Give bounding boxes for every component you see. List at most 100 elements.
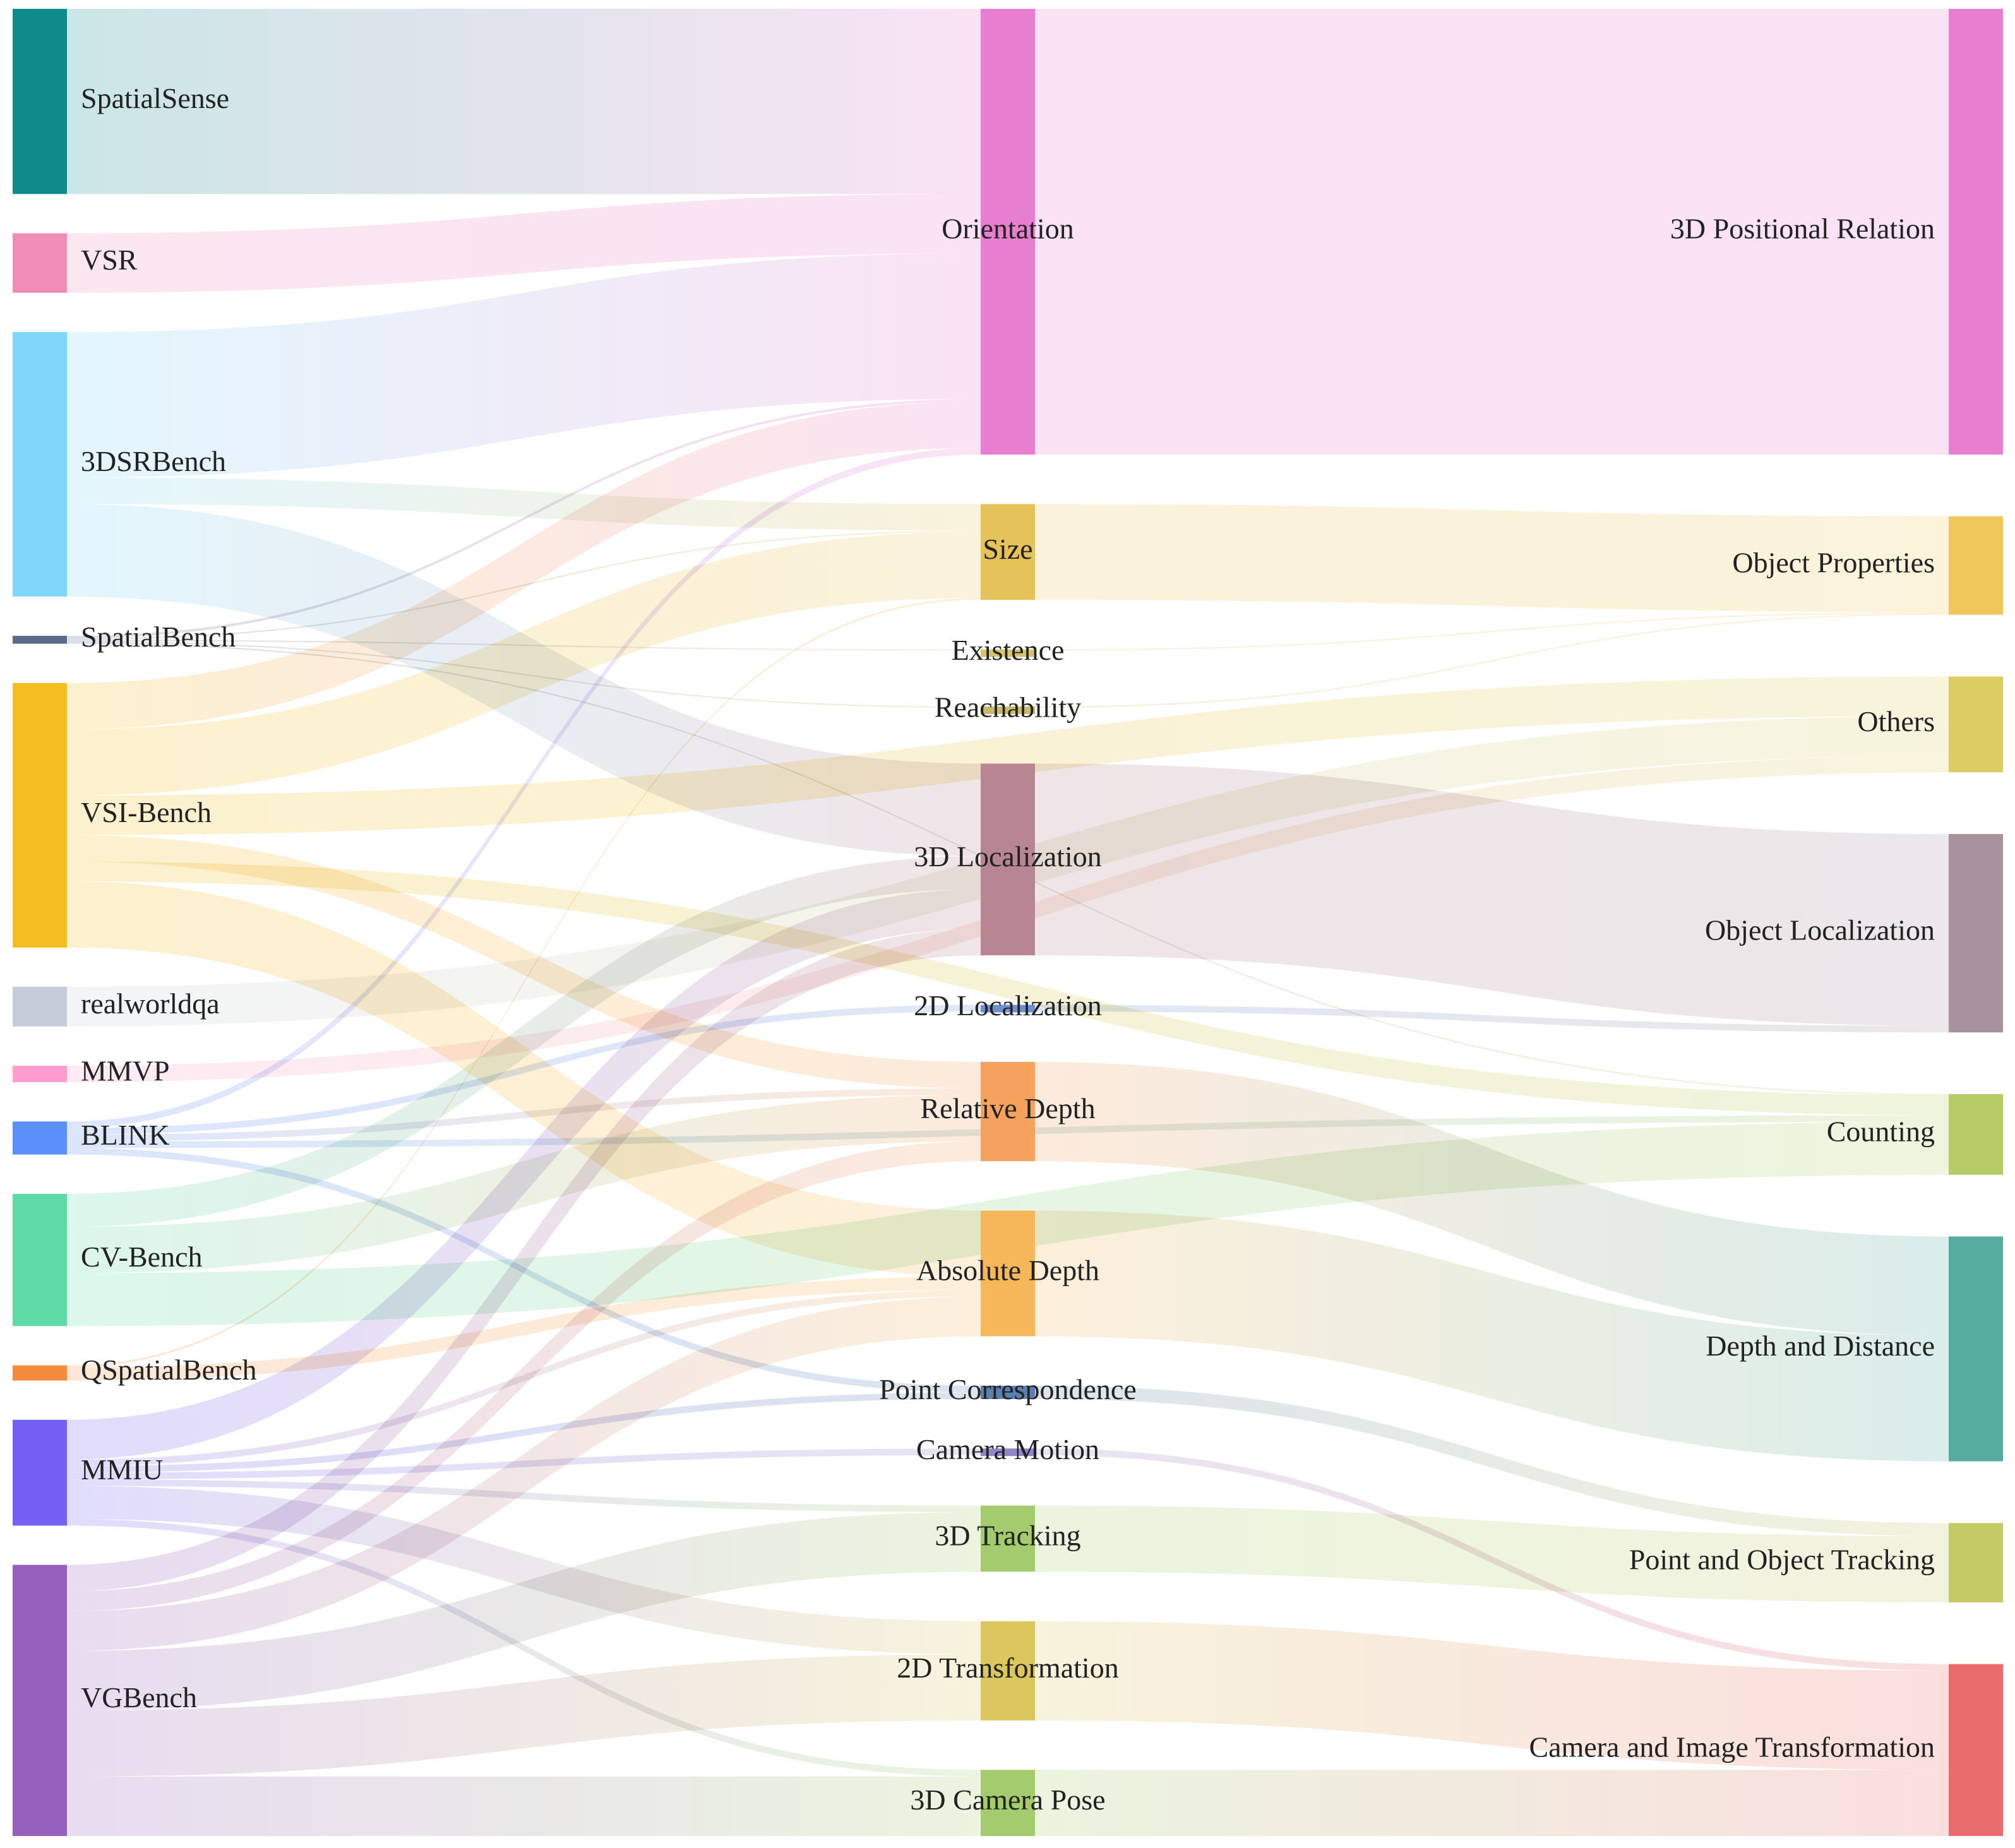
link-blink-to-orientation bbox=[67, 448, 981, 1128]
node-3d-positional-relation[interactable] bbox=[1949, 9, 2003, 455]
labels-layer: SpatialSense VSR 3DSRBench SpatialBench VSI-… bbox=[81, 82, 1935, 1816]
node-spatialbench[interactable] bbox=[13, 636, 67, 644]
node-label-3d-camera-pose: 3D Camera Pose bbox=[910, 1784, 1105, 1816]
link-vgbench-to-absolute-depth bbox=[67, 1296, 981, 1651]
link-blink-to-relative-depth bbox=[67, 1088, 981, 1142]
node-absolute-depth[interactable] bbox=[981, 1210, 1035, 1337]
link-vgbench-to-3d-localization bbox=[67, 929, 981, 1592]
node-realworldqa[interactable] bbox=[13, 986, 67, 1027]
link-vgbench-to-3d-camera-pose bbox=[67, 1776, 981, 1836]
link-qspatialbench-to-size bbox=[67, 598, 981, 1368]
link-2d-transformation-to-camera-and-image-transformation bbox=[1035, 1621, 1949, 1770]
link-vgbench-to-relative-depth bbox=[67, 1141, 981, 1611]
node-label-reachability: Reachability bbox=[935, 691, 1081, 724]
node-object-localization[interactable] bbox=[1949, 834, 2003, 1033]
node-label-3d-tracking: 3D Tracking bbox=[935, 1520, 1080, 1552]
node-spatialsense[interactable] bbox=[13, 9, 67, 194]
link-relative-depth-to-depth-and-distance bbox=[1035, 1061, 1949, 1336]
node-2d-localization[interactable] bbox=[981, 1004, 1035, 1013]
node-label-3d-positional-relation: 3D Positional Relation bbox=[1670, 213, 1935, 245]
node-counting[interactable] bbox=[1949, 1094, 2003, 1175]
node-label-camera-and-image-transformation: Camera and Image Transformation bbox=[1529, 1731, 1935, 1763]
node-label-size: Size bbox=[983, 533, 1032, 565]
node-3d-tracking[interactable] bbox=[981, 1505, 1035, 1572]
node-label-absolute-depth: Absolute Depth bbox=[916, 1255, 1099, 1287]
link-mmiu-to-3d-tracking bbox=[67, 1479, 981, 1513]
node-label-object-properties: Object Properties bbox=[1732, 546, 1935, 578]
node-size[interactable] bbox=[981, 504, 1035, 600]
node-label-spatialbench: SpatialBench bbox=[81, 621, 236, 653]
node-label-vsr: VSR bbox=[81, 244, 138, 276]
node-label-spatialsense: SpatialSense bbox=[81, 82, 229, 114]
link-3d-tracking-to-point-and-object-tracking bbox=[1035, 1505, 1949, 1602]
link-spatialsense-to-orientation bbox=[67, 9, 981, 194]
node-label-blink: BLINK bbox=[81, 1119, 170, 1151]
link-vsr-to-orientation bbox=[67, 194, 981, 293]
link-2d-localization-to-object-localization bbox=[1035, 1004, 1949, 1033]
link-3dsrbench-to-size bbox=[67, 477, 981, 531]
link-vsi-bench-to-others bbox=[67, 676, 1949, 835]
nodes-layer bbox=[13, 9, 2003, 1836]
link-vgbench-to-2d-transformation bbox=[67, 1654, 981, 1777]
link-absolute-depth-to-depth-and-distance bbox=[1035, 1210, 1949, 1462]
node-3d-localization[interactable] bbox=[981, 763, 1035, 956]
node-cv-bench[interactable] bbox=[13, 1193, 67, 1326]
link-mmiu-to-point-correspondence bbox=[67, 1392, 981, 1473]
link-blink-to-2d-localization bbox=[67, 1004, 981, 1135]
node-label-2d-localization: 2D Localization bbox=[914, 989, 1102, 1022]
node-3dsrbench[interactable] bbox=[13, 331, 67, 597]
node-label-vgbench: VGBench bbox=[81, 1681, 197, 1714]
node-camera-and-image-transformation[interactable] bbox=[1949, 1664, 2003, 1836]
node-camera-motion[interactable] bbox=[981, 1448, 1035, 1457]
node-label-camera-motion: Camera Motion bbox=[916, 1433, 1099, 1465]
node-orientation[interactable] bbox=[981, 9, 1035, 455]
node-label-vsi-bench: VSI-Bench bbox=[81, 796, 212, 828]
node-label-depth-and-distance: Depth and Distance bbox=[1706, 1330, 1935, 1362]
node-label-mmvp: MMVP bbox=[81, 1055, 170, 1087]
link-vsi-bench-to-orientation bbox=[67, 402, 981, 730]
link-orientation-to-3d-positional-relation bbox=[1035, 9, 1949, 455]
node-relative-depth[interactable] bbox=[981, 1061, 1035, 1162]
links-layer bbox=[67, 9, 1949, 1836]
link-mmiu-to-3d-localization bbox=[67, 889, 981, 1460]
link-3d-localization-to-object-localization bbox=[1035, 763, 1949, 1026]
link-point-correspondence-to-point-and-object-tracking bbox=[1035, 1385, 1949, 1537]
link-size-to-object-properties bbox=[1035, 504, 1949, 612]
node-object-properties[interactable] bbox=[1949, 516, 2003, 615]
node-others[interactable] bbox=[1949, 676, 2003, 773]
link-3dsrbench-to-orientation bbox=[67, 253, 981, 478]
link-cv-bench-to-3d-localization bbox=[67, 856, 981, 1227]
link-vsi-bench-to-counting bbox=[67, 861, 1949, 1116]
link-existence-to-object-properties bbox=[1035, 612, 1949, 651]
link-reachability-to-object-properties bbox=[1035, 613, 1949, 708]
node-vsi-bench[interactable] bbox=[13, 683, 67, 948]
node-depth-and-distance[interactable] bbox=[1949, 1236, 2003, 1462]
node-label-orientation: Orientation bbox=[942, 213, 1074, 245]
link-3d-camera-pose-to-camera-and-image-transformation bbox=[1035, 1770, 1949, 1836]
node-qspatialbench[interactable] bbox=[13, 1365, 67, 1381]
node-vsr[interactable] bbox=[13, 233, 67, 293]
node-label-point-and-object-tracking: Point and Object Tracking bbox=[1629, 1544, 1935, 1576]
node-label-mmiu: MMIU bbox=[81, 1453, 163, 1486]
node-label-2d-transformation: 2D Transformation bbox=[897, 1652, 1118, 1684]
link-mmiu-to-2d-transformation bbox=[67, 1486, 981, 1655]
node-blink[interactable] bbox=[13, 1121, 67, 1155]
node-label-cv-bench: CV-Bench bbox=[81, 1241, 203, 1273]
node-mmiu[interactable] bbox=[13, 1419, 67, 1526]
node-label-3dsrbench: 3DSRBench bbox=[81, 445, 226, 477]
node-point-and-object-tracking[interactable] bbox=[1949, 1523, 2003, 1602]
node-existence[interactable] bbox=[981, 649, 1035, 657]
link-qspatialbench-to-absolute-depth bbox=[67, 1277, 981, 1381]
node-point-correspondence[interactable] bbox=[981, 1385, 1035, 1399]
node-label-existence: Existence bbox=[952, 634, 1065, 666]
node-vgbench[interactable] bbox=[13, 1565, 67, 1836]
link-vgbench-to-3d-tracking bbox=[67, 1512, 981, 1710]
link-vsi-bench-to-size bbox=[67, 532, 981, 796]
node-reachability[interactable] bbox=[981, 706, 1035, 715]
node-2d-transformation[interactable] bbox=[981, 1621, 1035, 1720]
link-spatialbench-to-orientation bbox=[67, 398, 981, 639]
node-3d-camera-pose[interactable] bbox=[981, 1770, 1035, 1836]
node-label-realworldqa: realworldqa bbox=[81, 987, 220, 1020]
node-mmvp[interactable] bbox=[13, 1065, 67, 1083]
